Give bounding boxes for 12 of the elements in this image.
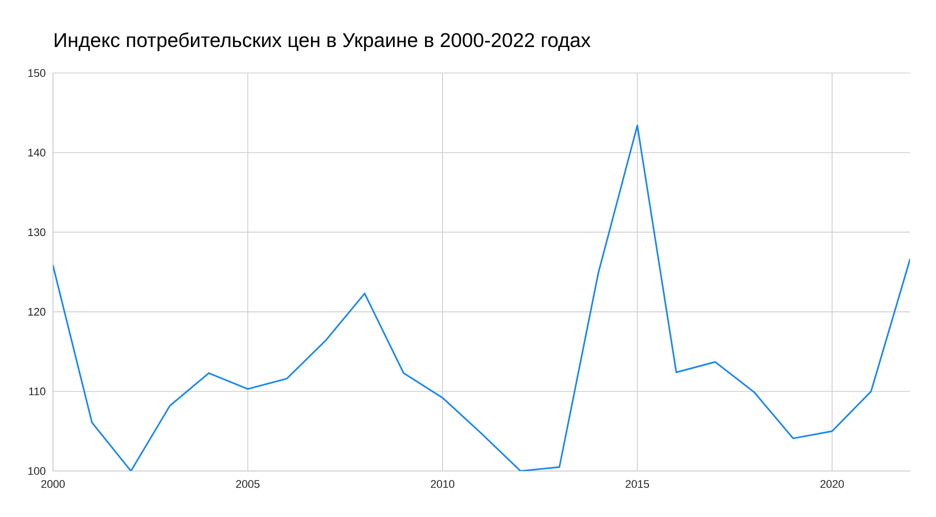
- y-tick-label: 120: [28, 308, 46, 316]
- x-tick-label: 2020: [820, 480, 844, 488]
- x-tick-label: 2005: [236, 480, 260, 488]
- y-tick-label: 140: [28, 148, 46, 156]
- x-tick-label: 2000: [41, 480, 65, 488]
- x-tick-label: 2010: [430, 480, 454, 488]
- y-tick-label: 100: [28, 467, 46, 475]
- x-tick-label: 2015: [626, 480, 650, 488]
- y-tick-label: 110: [29, 388, 46, 396]
- y-tick-label: 150: [28, 69, 46, 77]
- y-tick-label: 130: [28, 228, 46, 236]
- chart-title: Индекс потребительских цен в Украине в 2000-2022 годах: [54, 32, 591, 52]
